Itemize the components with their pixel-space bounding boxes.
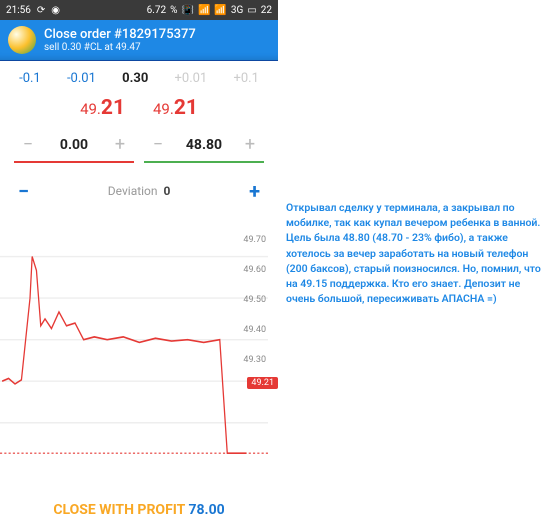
ytick-3: 49.40	[243, 325, 266, 335]
statusbar-right: 6.72 % 📳 📶 📶 3G ▭ 22	[147, 5, 272, 16]
vibrate-icon: 📳	[182, 5, 194, 16]
wifi-icon: 📶	[198, 5, 210, 16]
signal-icon: 📶	[214, 5, 226, 16]
tp-value[interactable]: 48.80	[186, 137, 222, 153]
tp-plus-button[interactable]: +	[240, 134, 260, 155]
network-icon: 3G	[231, 5, 243, 16]
statusbar-left: 21:56 ⟳ ◉	[6, 5, 60, 16]
sync-icon: ⟳	[37, 5, 45, 16]
close-button[interactable]: CLOSE WITH PROFIT 78.00	[0, 492, 278, 528]
step-minus-001[interactable]: -0.01	[67, 71, 96, 86]
ytick-4: 49.30	[243, 355, 266, 365]
battery-percent: 6.72	[147, 5, 167, 16]
battery-icon: ▭	[247, 5, 256, 16]
deviation-plus-button[interactable]: +	[249, 179, 260, 203]
takeprofit-input: − 48.80 +	[144, 128, 264, 161]
price-row: 49.21 49.21	[0, 94, 278, 128]
sl-minus-button[interactable]: −	[18, 134, 38, 155]
close-button-text: CLOSE WITH PROFIT	[53, 502, 185, 518]
deviation-label: Deviation 0	[108, 184, 171, 198]
status-bar: 21:56 ⟳ ◉ 6.72 % 📳 📶 📶 3G ▭ 22	[0, 0, 278, 20]
deviation-row: − Deviation 0 +	[0, 169, 278, 211]
header-text: Close order #1829175377 sell 0.30 #CL at…	[44, 27, 196, 53]
chart-svg	[0, 215, 268, 492]
sl-plus-button[interactable]: +	[110, 134, 130, 155]
annotation-p2: Цель была 48.80 (48.70 - 23% фибо), а та…	[286, 230, 542, 306]
sl-value[interactable]: 0.00	[60, 137, 88, 153]
battery-number: 22	[261, 5, 272, 16]
phone-screen: 21:56 ⟳ ◉ 6.72 % 📳 📶 📶 3G ▭ 22 Close ord…	[0, 0, 278, 528]
header-subtitle: sell 0.30 #CL at 49.47	[44, 42, 196, 53]
sl-underline	[14, 161, 134, 163]
step-plus-01[interactable]: +0.1	[233, 71, 258, 86]
step-current: 0.30	[122, 71, 148, 86]
sl-tp-row: − 0.00 + − 48.80 +	[0, 128, 278, 169]
bid-price: 49.21	[80, 96, 125, 120]
ask-price: 49.21	[153, 96, 198, 120]
price-chart: 49.70 49.60 49.50 49.40 49.30 49.21	[0, 211, 278, 492]
app-icon	[8, 26, 36, 54]
stoploss-group: − 0.00 +	[14, 128, 134, 163]
stoploss-input: − 0.00 +	[14, 128, 134, 161]
step-minus-01[interactable]: -0.1	[19, 71, 41, 86]
viber-icon: ◉	[51, 5, 60, 16]
header-title: Close order #1829175377	[44, 27, 196, 42]
takeprofit-group: − 48.80 +	[144, 128, 264, 163]
order-header: Close order #1829175377 sell 0.30 #CL at…	[0, 20, 278, 61]
step-plus-001[interactable]: +0.01	[175, 71, 208, 86]
tp-underline	[144, 161, 264, 163]
price-line	[2, 257, 246, 454]
clock: 21:56	[6, 5, 31, 16]
deviation-minus-button[interactable]: −	[18, 179, 29, 203]
ytick-2: 49.50	[243, 295, 266, 305]
volume-step-row: -0.1 -0.01 0.30 +0.01 +0.1	[0, 61, 278, 94]
percent-suffix: %	[170, 5, 177, 16]
tp-minus-button[interactable]: −	[148, 134, 168, 155]
annotation-p1: Открывал сделку у терминала, а закрывал …	[286, 200, 542, 230]
price-badge: 49.21	[247, 377, 278, 389]
annotation-panel: Открывал сделку у терминала, а закрывал …	[278, 0, 550, 528]
ytick-0: 49.70	[243, 235, 266, 245]
close-button-profit: 78.00	[188, 502, 224, 518]
ytick-1: 49.60	[243, 265, 266, 275]
